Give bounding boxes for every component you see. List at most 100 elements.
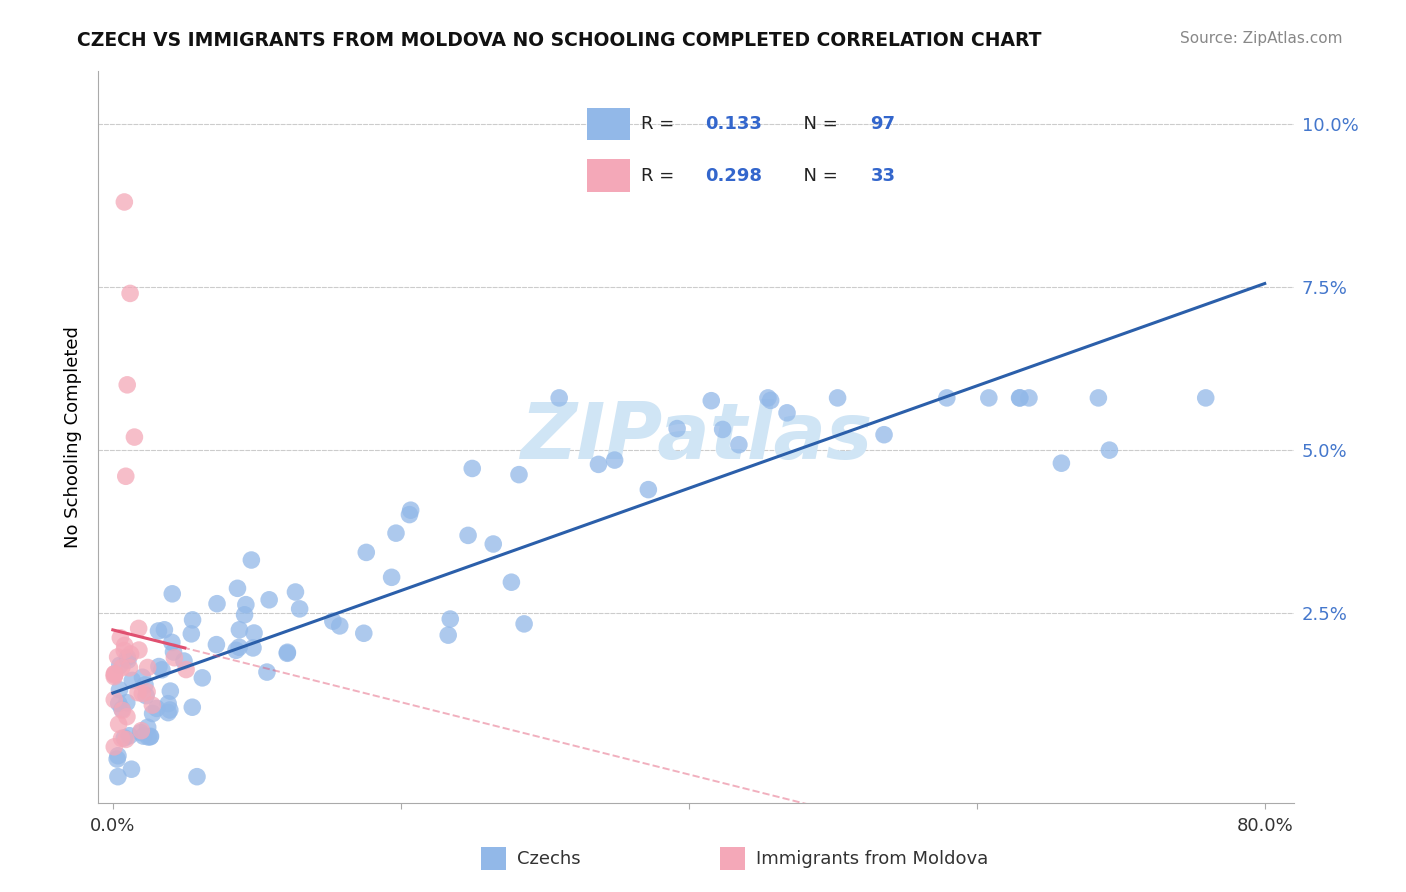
Point (399, 503, 422, 517)
Point (935, 391, 957, 405)
Point (205, 597, 228, 611)
Y-axis label: No Schooling Completed: No Schooling Completed (63, 326, 82, 548)
Point (603, 453, 626, 467)
Point (121, 762, 143, 776)
Point (226, 582, 249, 596)
Point (145, 701, 167, 715)
Point (110, 731, 132, 746)
Point (233, 607, 256, 622)
Point (159, 703, 181, 717)
Text: ZIPatlas: ZIPatlas (520, 399, 872, 475)
Text: Source: ZipAtlas.com: Source: ZipAtlas.com (1180, 31, 1343, 46)
Point (329, 619, 352, 633)
Text: Immigrants from Moldova: Immigrants from Moldova (756, 849, 988, 868)
Point (457, 528, 479, 542)
Point (103, 739, 125, 754)
Point (153, 623, 176, 637)
Point (276, 645, 298, 659)
Point (228, 623, 250, 637)
Text: CZECH VS IMMIGRANTS FROM MOLDOVA NO SCHOOLING COMPLETED CORRELATION CHART: CZECH VS IMMIGRANTS FROM MOLDOVA NO SCHO… (77, 31, 1042, 50)
Point (1087, 391, 1109, 405)
Point (256, 665, 278, 679)
Point (157, 697, 180, 711)
Point (108, 658, 131, 673)
Point (136, 685, 159, 699)
Point (437, 628, 460, 642)
Point (108, 682, 131, 697)
Point (242, 640, 264, 655)
Point (186, 770, 208, 784)
Point (588, 458, 610, 472)
Point (139, 730, 162, 744)
Point (162, 645, 184, 659)
Point (139, 729, 162, 743)
Point (103, 667, 125, 681)
Point (637, 483, 659, 497)
Point (257, 592, 280, 607)
Point (115, 732, 138, 747)
Point (276, 646, 298, 660)
Point (128, 621, 150, 635)
Point (513, 616, 536, 631)
Point (114, 469, 136, 483)
Point (756, 391, 779, 405)
Point (398, 508, 420, 522)
Point (107, 748, 129, 763)
Point (150, 663, 173, 677)
Point (439, 612, 461, 626)
Point (173, 654, 195, 668)
Point (118, 729, 141, 743)
Point (160, 635, 183, 649)
Point (107, 770, 129, 784)
Point (385, 526, 408, 541)
Point (141, 698, 163, 712)
Point (132, 729, 155, 743)
Point (117, 653, 139, 667)
Point (127, 685, 149, 699)
Point (174, 663, 197, 677)
Point (1008, 391, 1031, 405)
Point (288, 602, 311, 616)
Point (114, 639, 136, 653)
Point (103, 670, 125, 684)
Point (103, 668, 125, 682)
Point (107, 697, 129, 711)
Point (873, 427, 896, 442)
Point (162, 587, 184, 601)
Point (103, 692, 125, 706)
Point (111, 661, 134, 675)
Point (112, 731, 135, 745)
Point (115, 377, 138, 392)
Point (136, 720, 159, 734)
Point (124, 430, 146, 444)
Point (117, 650, 139, 665)
Point (115, 696, 138, 710)
Point (120, 286, 142, 301)
Point (120, 647, 142, 661)
Point (243, 626, 266, 640)
Point (105, 752, 128, 766)
Point (121, 673, 143, 688)
Point (148, 624, 170, 638)
Point (148, 659, 170, 673)
Point (240, 553, 263, 567)
Point (131, 670, 153, 684)
Point (107, 717, 129, 731)
Point (1050, 456, 1073, 470)
Point (157, 706, 180, 720)
Point (728, 438, 751, 452)
Point (136, 660, 159, 674)
Point (700, 393, 723, 408)
Point (115, 709, 138, 723)
Point (711, 422, 734, 436)
Point (508, 467, 530, 482)
Point (112, 194, 135, 209)
Point (284, 585, 307, 599)
Point (129, 725, 152, 739)
Point (111, 702, 134, 716)
Point (131, 723, 153, 738)
Point (228, 640, 250, 655)
Point (181, 613, 204, 627)
Point (131, 686, 153, 700)
Point (353, 626, 375, 640)
